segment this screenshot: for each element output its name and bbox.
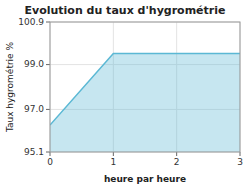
tick-label: 97.0: [24, 104, 44, 114]
tick-mark: [113, 152, 114, 156]
tick-label: 1: [110, 157, 116, 167]
tick-mark: [46, 64, 50, 65]
tick-label: 100.9: [18, 17, 44, 27]
tick-mark: [46, 109, 50, 110]
tick-label: 2: [174, 157, 180, 167]
tick-mark: [176, 152, 177, 156]
x-axis-label: heure par heure: [104, 174, 186, 184]
line: [50, 53, 240, 125]
tick-mark: [240, 152, 241, 156]
axes: 95.1 97.0 99.0 100.9 0 1 2 3: [18, 17, 243, 168]
tick-label: 3: [237, 157, 243, 167]
tick-mark: [46, 22, 50, 23]
tick-label: 0: [47, 157, 53, 167]
tick-label: 99.0: [24, 59, 44, 69]
area: [50, 53, 240, 152]
y-axis-label: Taux hygrométrie %: [5, 41, 15, 133]
grid: [50, 22, 240, 152]
title: Evolution du taux d'hygrométrie: [25, 4, 226, 17]
tick-label: 95.1: [24, 147, 44, 157]
chart: 95.1 97.0 99.0 100.9 0 1 2 3 Evolution du taux d…: [0, 0, 250, 188]
tick-mark: [46, 152, 50, 153]
chart-container: 95.1 97.0 99.0 100.9 0 1 2 3 Evolution du taux d…: [0, 0, 250, 188]
plot-background: [50, 22, 240, 152]
plot-area: [50, 53, 240, 152]
tick-mark: [50, 152, 51, 156]
plot-frame: [50, 22, 240, 152]
